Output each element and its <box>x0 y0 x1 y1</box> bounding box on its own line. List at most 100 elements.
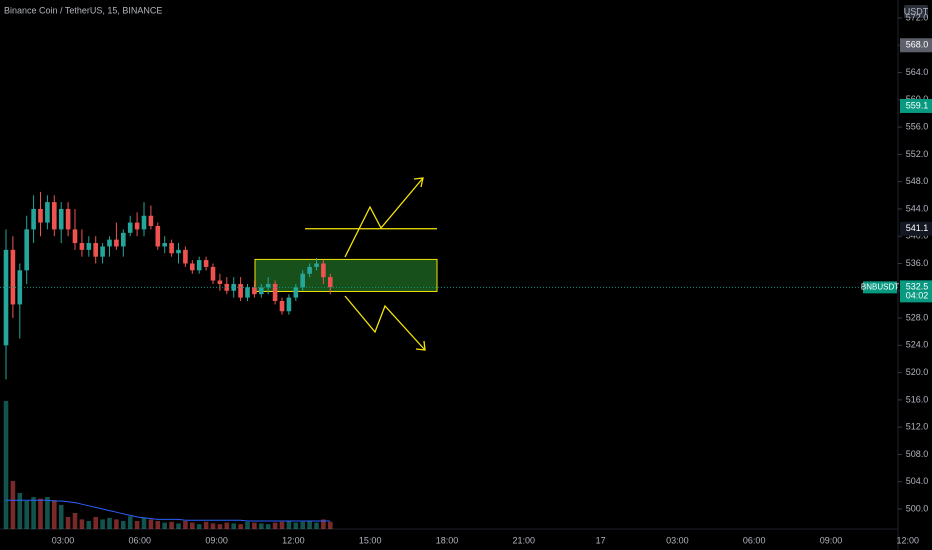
volume-bar <box>279 521 285 529</box>
y-tick-label: 536.0 <box>906 258 929 268</box>
candle-body <box>279 301 285 312</box>
candle-body <box>169 243 174 254</box>
y-tick-label: 564.0 <box>906 67 929 77</box>
volume-bar <box>10 481 16 529</box>
candle-body <box>238 283 243 298</box>
candle-body <box>107 239 112 247</box>
volume-bar <box>252 522 257 529</box>
price-badge <box>900 221 932 236</box>
volume-bar <box>169 521 174 529</box>
countdown: 04:02 <box>906 291 929 301</box>
candle-body <box>293 287 299 298</box>
candle-body <box>176 249 181 254</box>
price-label: 559.1 <box>906 100 929 110</box>
volume-bar <box>148 519 154 529</box>
candle-body <box>141 215 147 230</box>
candle-body <box>86 243 92 250</box>
volume-bar <box>58 505 64 529</box>
symbol: BNBUSDT <box>861 282 899 291</box>
x-tick-label: 18:00 <box>436 535 459 545</box>
volume-bar <box>300 521 305 529</box>
volume-bar <box>100 519 105 529</box>
x-tick-label: 17 <box>596 535 606 545</box>
volume-bar <box>293 522 299 529</box>
volume-bar <box>259 523 264 529</box>
y-tick-label: 556.0 <box>906 121 929 131</box>
x-tick-label: 06:00 <box>129 535 152 545</box>
candle-body <box>134 222 140 230</box>
candle-body <box>58 208 64 230</box>
volume-bar <box>72 513 78 529</box>
price-badge <box>900 38 932 53</box>
candle-body <box>65 208 71 230</box>
volume-bar <box>265 524 271 529</box>
volume-ma <box>6 499 331 522</box>
y-tick-label: 512.0 <box>906 422 929 432</box>
volume-bar <box>52 500 57 529</box>
volume-bar <box>31 497 36 529</box>
volume-bar <box>183 521 188 529</box>
candle-body <box>286 297 292 312</box>
zone <box>254 258 438 292</box>
candle-body <box>17 270 23 305</box>
volume-bar <box>210 523 216 529</box>
candle-body <box>52 202 57 230</box>
x-tick-label: 12:00 <box>282 535 305 545</box>
x-tick-label: 09:00 <box>820 535 843 545</box>
candle-body <box>203 260 209 267</box>
y-tick-label: 504.0 <box>906 476 929 486</box>
chart-title: Binance Coin / TetherUS, 15, BINANCE <box>4 5 162 15</box>
volume-bar <box>224 522 230 529</box>
y-tick-label: 552.0 <box>906 149 929 159</box>
volume-bar <box>127 516 133 529</box>
candle-body <box>259 287 264 295</box>
volume-bar <box>196 524 202 529</box>
volume-bar <box>17 493 23 529</box>
price-badge <box>900 98 932 113</box>
y-tick-label: 520.0 <box>906 367 929 377</box>
price-badge <box>900 280 932 303</box>
volume-bar <box>190 522 195 529</box>
arrow-down <box>344 295 426 351</box>
volume-bar <box>86 521 92 529</box>
candle-body <box>72 229 78 244</box>
volume-bar <box>307 521 312 529</box>
volume-bar <box>314 522 319 529</box>
candle-body <box>307 266 312 274</box>
candle-body <box>38 208 43 223</box>
volume-bar <box>162 522 167 529</box>
candle-body <box>121 232 126 247</box>
candle-body <box>272 283 278 302</box>
candle-body <box>3 249 9 346</box>
volume-bar <box>121 521 126 529</box>
candle-body <box>148 215 154 226</box>
candle-body <box>127 222 133 233</box>
currency-box <box>904 5 928 18</box>
volume-bar <box>134 521 140 529</box>
price-label: 541.1 <box>906 223 929 233</box>
volume-bar <box>238 524 243 529</box>
y-tick-label: 516.0 <box>906 394 929 404</box>
y-tick-label: 500.0 <box>906 503 929 513</box>
volume-bar <box>141 517 147 529</box>
symbol-box <box>863 281 897 294</box>
candle-body <box>45 202 50 223</box>
price-label: 532.5 <box>906 282 929 292</box>
volume-bar <box>155 521 161 529</box>
candle-body <box>224 283 230 291</box>
y-tick-label: 524.0 <box>906 340 929 350</box>
candle-body <box>24 229 29 271</box>
candle-body <box>100 246 105 257</box>
candle-body <box>155 225 161 247</box>
volume-bar <box>321 519 326 529</box>
x-tick-label: 12:00 <box>897 535 920 545</box>
x-tick-label: 09:00 <box>205 535 228 545</box>
volume-bar <box>328 521 333 529</box>
candle-body <box>93 243 98 257</box>
volume-bar <box>114 519 119 529</box>
volume-bar <box>79 519 85 529</box>
candle-body <box>231 283 236 291</box>
y-tick-label: 528.0 <box>906 312 929 322</box>
y-tick-label: 544.0 <box>906 203 929 213</box>
